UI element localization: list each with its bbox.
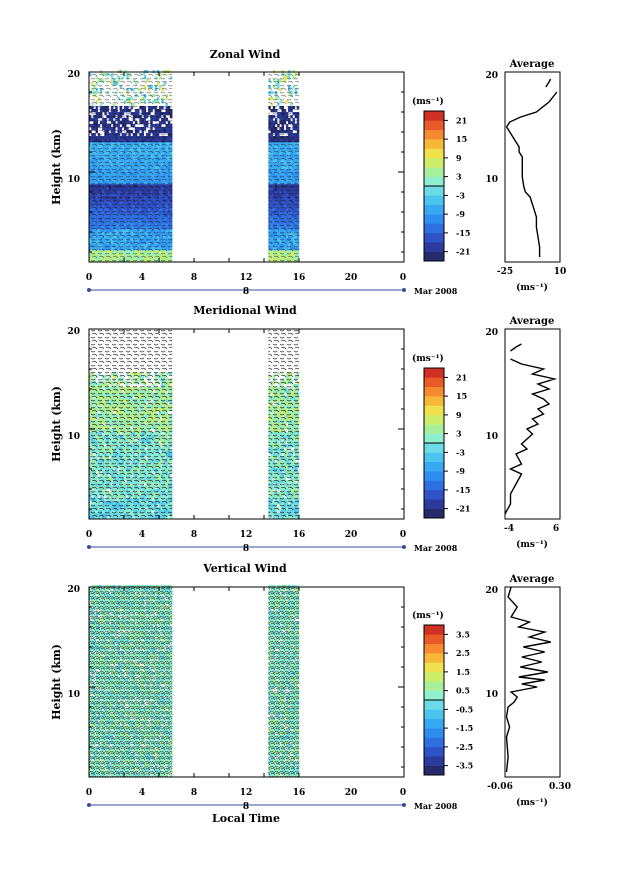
day-label: 8 bbox=[243, 287, 249, 297]
colorbar-swatch bbox=[424, 111, 444, 121]
average-profile: Average 20 10 -25 10 (ms⁻¹) bbox=[485, 59, 566, 293]
colorbar-swatch bbox=[424, 214, 444, 224]
average-y-tick: 10 bbox=[485, 175, 498, 185]
colorbar-tick-label: -21 bbox=[456, 247, 470, 257]
average-frame bbox=[504, 71, 561, 263]
colorbar-tick-label: -15 bbox=[456, 228, 470, 238]
colorbar-swatch bbox=[424, 232, 444, 243]
average-line-upper bbox=[545, 78, 552, 88]
colorbar-swatch bbox=[424, 157, 444, 168]
colorbar-frame bbox=[423, 110, 445, 262]
average-line bbox=[505, 91, 558, 257]
heatmap-plot-area bbox=[88, 328, 405, 520]
heatmap-cells bbox=[88, 328, 404, 520]
average-title: Average bbox=[509, 59, 555, 70]
average-x-label: (ms⁻¹) bbox=[516, 282, 548, 293]
panel-zonal-wind: Zonal Wind Height (km) 10 20 0 4 8 12 16… bbox=[50, 48, 566, 297]
chart-title: Zonal Wind bbox=[210, 48, 281, 61]
colorbar: (ms⁻¹) 21 15 9 3 -3 -9 -15 -21 bbox=[412, 96, 470, 262]
y-axis-label: Height (km) bbox=[50, 129, 63, 205]
colorbar-swatch bbox=[424, 204, 444, 215]
colorbar-swatch bbox=[424, 120, 444, 131]
colorbar-swatch bbox=[424, 148, 444, 159]
colorbar-tick-label: -3 bbox=[456, 190, 465, 200]
colorbar-swatch bbox=[424, 242, 444, 252]
panel-meridional-wind: Meridional Wind Height (km) 10 20 0 4 8 … bbox=[50, 304, 561, 554]
average-x-tick: 10 bbox=[554, 267, 567, 277]
colorbar-swatch bbox=[424, 223, 444, 234]
x-tick-label: 12 bbox=[240, 273, 253, 283]
colorbar-swatches bbox=[424, 111, 444, 262]
y-tick-label: 20 bbox=[67, 70, 80, 80]
colorbar-tick-label: 15 bbox=[456, 134, 467, 144]
colorbar-unit: (ms⁻¹) bbox=[412, 96, 444, 107]
average-y-tick: 20 bbox=[485, 71, 498, 81]
date-marker bbox=[402, 288, 406, 292]
colorbar-swatch bbox=[424, 129, 444, 140]
chart-title: Meridional Wind bbox=[193, 304, 297, 317]
x-tick-label: 4 bbox=[139, 273, 145, 283]
colorbar-swatch bbox=[424, 195, 444, 206]
x-tick-label: 0 bbox=[86, 273, 92, 283]
x-tick-label: 16 bbox=[293, 273, 306, 283]
colorbar-swatch bbox=[424, 167, 444, 177]
contour-overlay bbox=[268, 72, 299, 262]
y-tick-label: 10 bbox=[67, 175, 80, 185]
colorbar-tick-label: 3 bbox=[456, 172, 462, 182]
heatmap-cells bbox=[88, 70, 404, 263]
colorbar-swatch bbox=[424, 139, 444, 149]
colorbar-swatch bbox=[424, 176, 444, 187]
date-marker bbox=[87, 288, 91, 292]
contour-overlay bbox=[89, 72, 173, 262]
date-axis: 8 Mar 2008 bbox=[87, 286, 458, 297]
plot-frame bbox=[88, 71, 405, 263]
x-tick-label: 20 bbox=[345, 273, 358, 283]
heatmap-plot-area bbox=[88, 70, 405, 263]
colorbar-swatch bbox=[424, 186, 444, 196]
x-tick-label: 0 bbox=[400, 273, 406, 283]
colorbar-tick-labels: 21 15 9 3 -3 -9 -15 -21 bbox=[444, 115, 470, 257]
average-x-tick: -25 bbox=[497, 267, 513, 277]
colorbar-tick-label: -9 bbox=[456, 209, 465, 219]
colorbar-swatch bbox=[424, 251, 444, 262]
month-label: Mar 2008 bbox=[414, 286, 458, 296]
colorbar-tick-label: 9 bbox=[456, 153, 462, 163]
x-tick-labels: 0 4 8 12 16 20 0 bbox=[86, 273, 406, 283]
colorbar-tick-label: 21 bbox=[456, 115, 467, 125]
x-tick-label: 8 bbox=[191, 273, 197, 283]
